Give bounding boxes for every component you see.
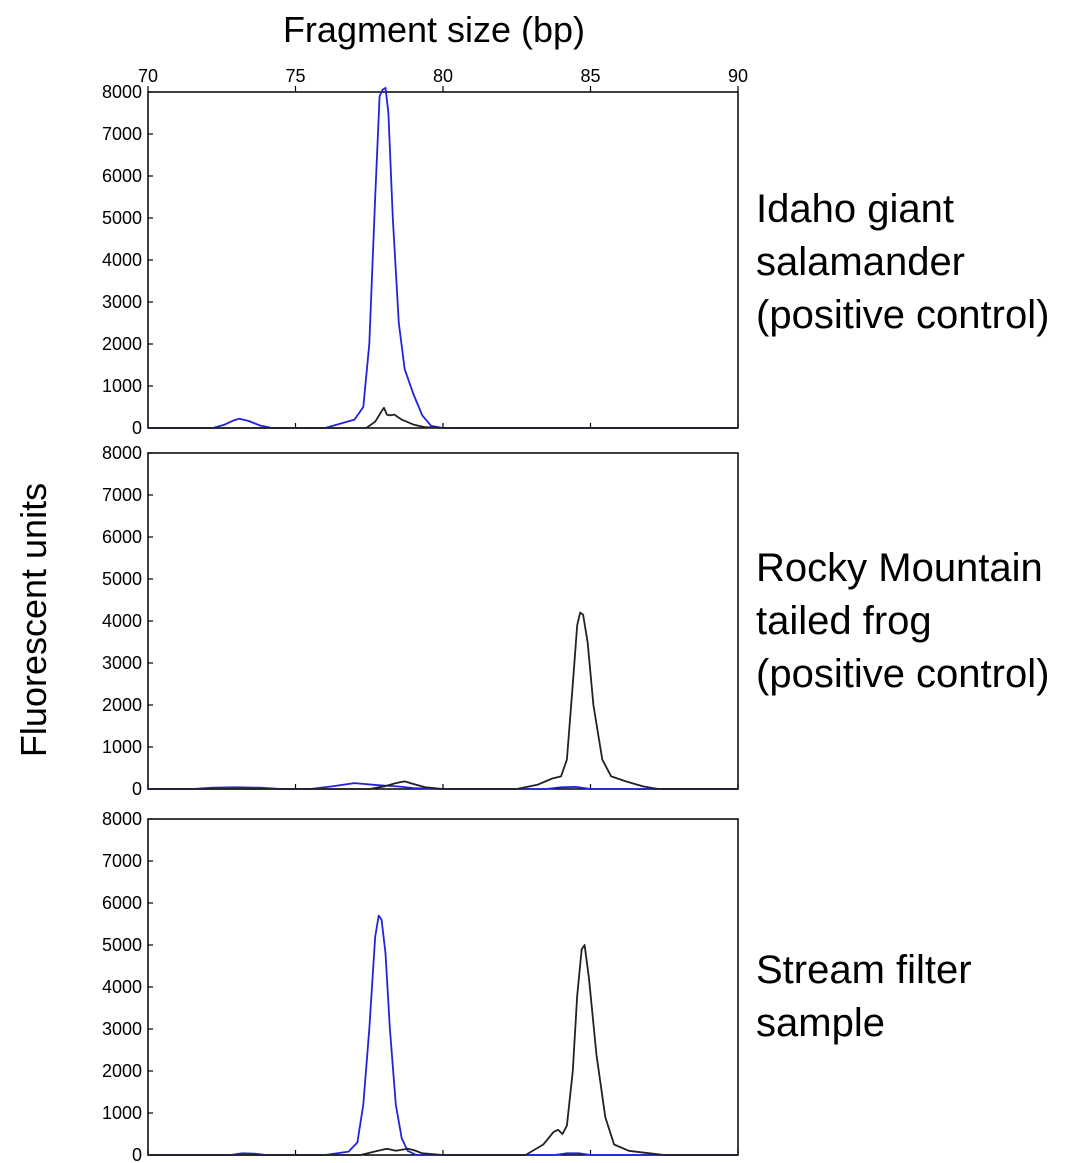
y-tick-label: 4000 — [102, 250, 142, 270]
y-tick-label: 0 — [132, 779, 142, 799]
y-tick-label: 7000 — [102, 851, 142, 871]
trace-black — [148, 406, 738, 429]
x-tick-label: 70 — [138, 66, 158, 86]
x-axis-title: Fragment size (bp) — [283, 9, 585, 50]
x-tick-label: 85 — [580, 66, 600, 86]
x-tick-label: 75 — [285, 66, 305, 86]
trace-black — [148, 611, 738, 790]
y-tick-label: 7000 — [102, 485, 142, 505]
y-tick-label: 1000 — [102, 1103, 142, 1123]
panel-1: 0 1000 2000 3000 4000 5000 6000 7000 8000 Idaho g… — [102, 82, 1049, 438]
y-tick-label: 3000 — [102, 653, 142, 673]
panel-2: 0 1000 2000 3000 4000 5000 6000 7000 8000 Rocky M… — [102, 443, 1049, 799]
chart-panels: 0 1000 2000 3000 4000 5000 6000 7000 8000 Idaho g… — [102, 82, 1049, 1163]
panel-label-line: tailed frog — [756, 599, 932, 643]
y-tick-label: 8000 — [102, 82, 142, 102]
trace-blue — [148, 914, 738, 1156]
x-tick-label: 80 — [433, 66, 453, 86]
y-tick-label: 2000 — [102, 334, 142, 354]
trace-blue — [148, 86, 738, 429]
panel-label-line: Rocky Mountain — [756, 546, 1043, 590]
y-tick-label: 3000 — [102, 1019, 142, 1039]
y-tick-label: 6000 — [102, 166, 142, 186]
panel-label-line: (positive control) — [756, 652, 1049, 696]
y-tick-label: 1000 — [102, 737, 142, 757]
y-tick-label: 2000 — [102, 695, 142, 715]
y-tick-label: 8000 — [102, 443, 142, 463]
plot-frame — [147, 91, 739, 429]
panel-label-line: sample — [756, 1001, 885, 1045]
y-tick-label: 6000 — [102, 527, 142, 547]
panel-3: 0 1000 2000 3000 4000 5000 6000 7000 8000 Stream … — [102, 809, 972, 1163]
top-x-axis: 70 75 80 85 90 — [138, 66, 748, 86]
panel-label-line: salamander — [756, 240, 965, 284]
y-tick-label: 5000 — [102, 208, 142, 228]
y-tick-label: 4000 — [102, 611, 142, 631]
panel-label-line: Stream filter — [756, 948, 972, 992]
y-tick-label: 7000 — [102, 124, 142, 144]
panel-label-line: Idaho giant — [756, 187, 954, 231]
plot-frame — [147, 452, 739, 790]
y-tick-label: 2000 — [102, 1061, 142, 1081]
y-tick-label: 6000 — [102, 893, 142, 913]
plot-frame — [147, 818, 739, 1156]
y-tick-label: 5000 — [102, 569, 142, 589]
x-tick-label: 90 — [728, 66, 748, 86]
y-tick-label: 0 — [132, 1145, 142, 1163]
y-tick-label: 8000 — [102, 809, 142, 829]
panel-label-line: (positive control) — [756, 293, 1049, 337]
y-tick-label: 0 — [132, 418, 142, 438]
y-tick-label: 5000 — [102, 935, 142, 955]
trace-blue — [148, 782, 738, 790]
y-tick-label: 1000 — [102, 376, 142, 396]
trace-black — [148, 944, 738, 1156]
y-tick-label: 3000 — [102, 292, 142, 312]
y-axis-title: Fluorescent units — [13, 483, 54, 757]
y-tick-label: 4000 — [102, 977, 142, 997]
